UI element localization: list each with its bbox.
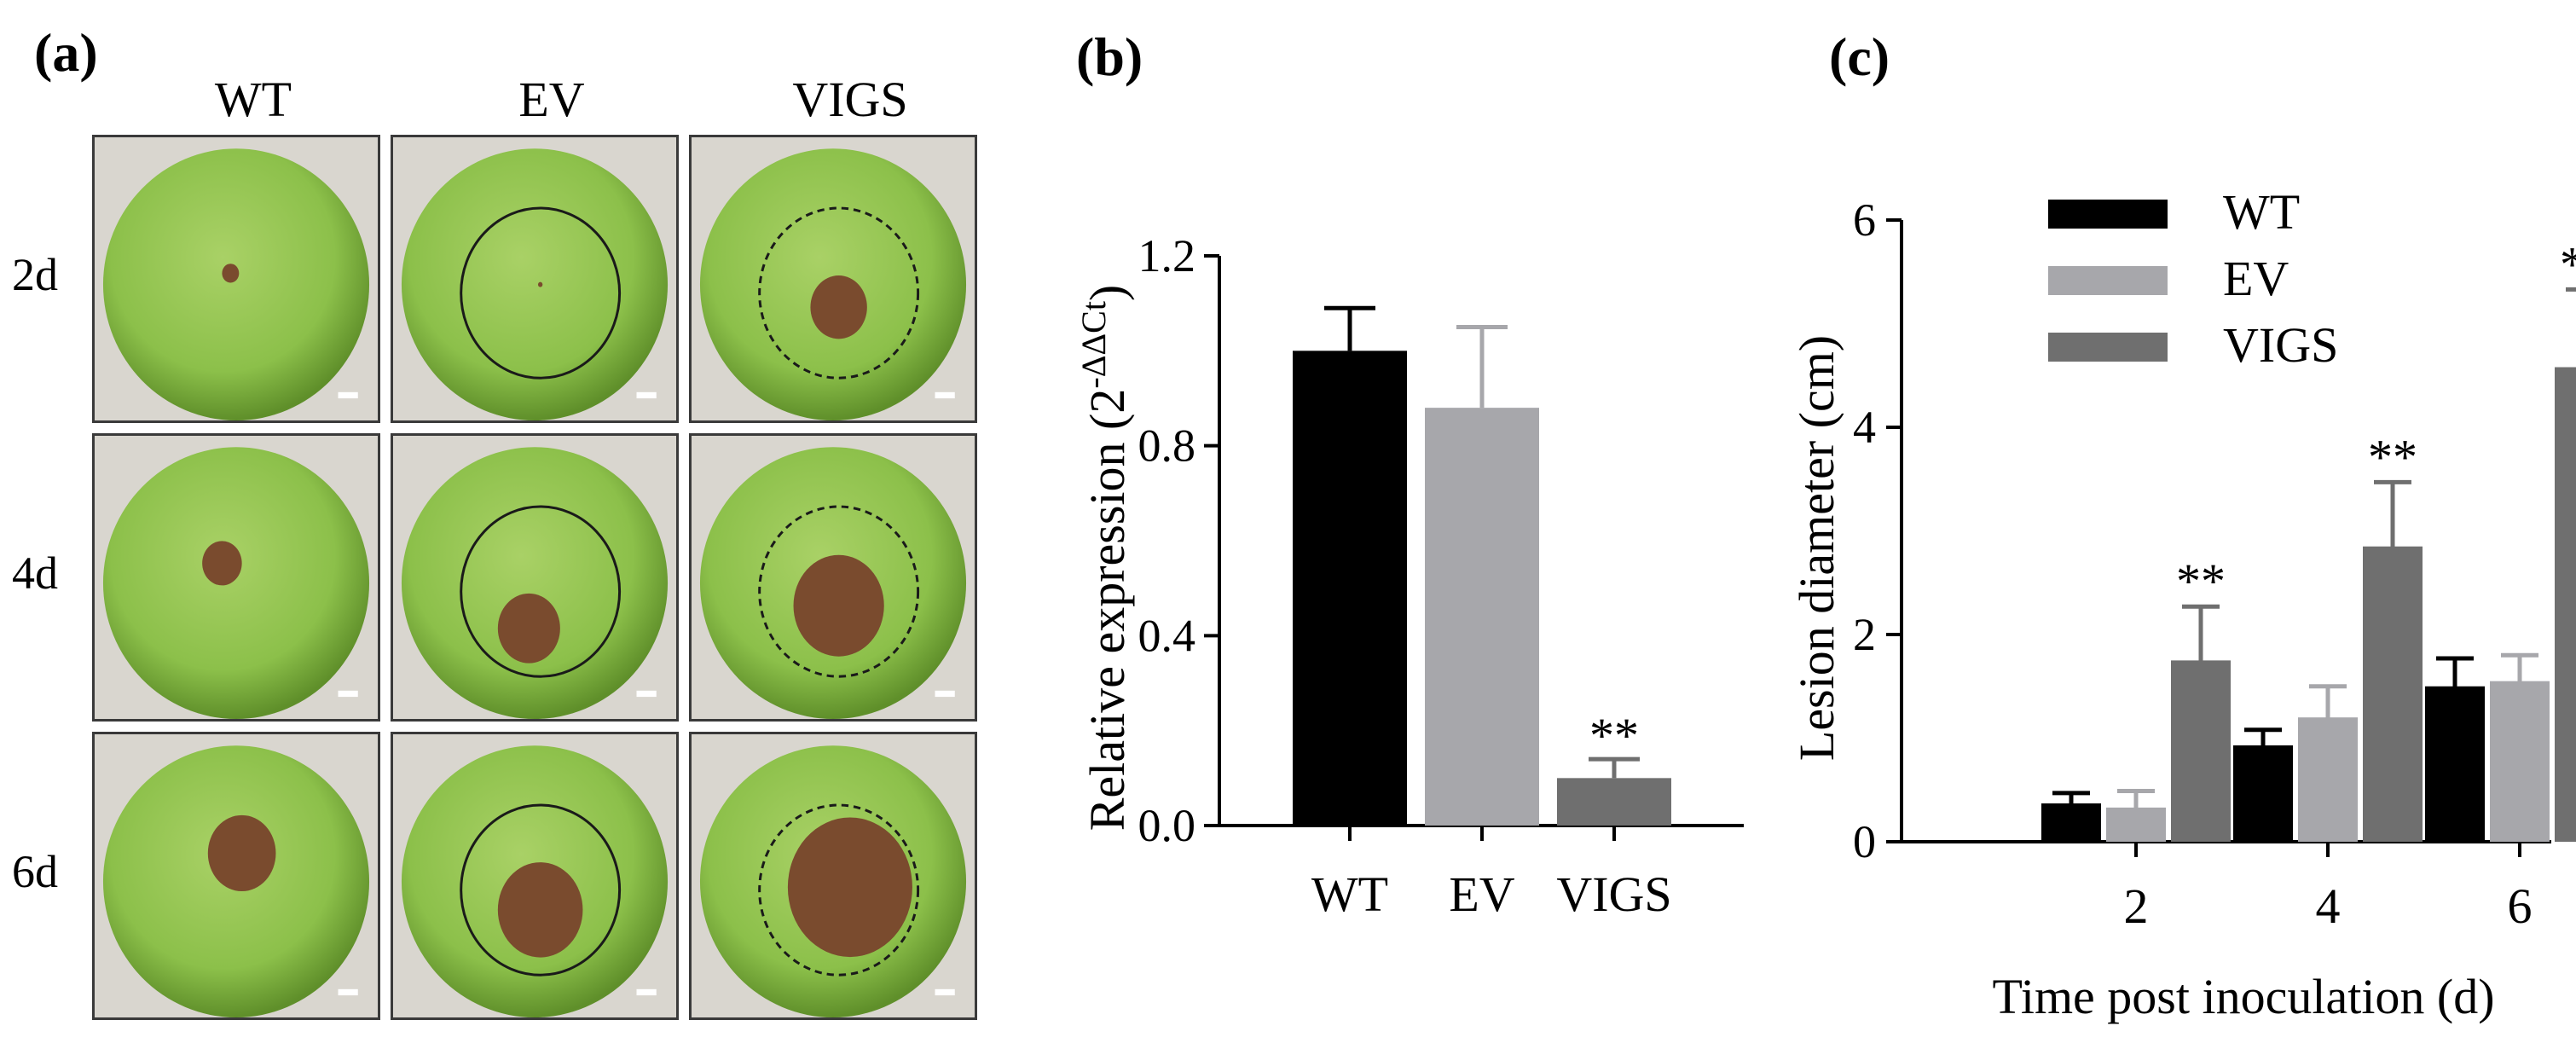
apple-photo-vigs-4d [689,433,977,722]
apple-photo-wt-2d [92,135,380,423]
c-bar-wt-6 [2425,686,2485,842]
scale-bar [338,391,358,399]
scale-bar [338,988,358,996]
apple-fruit [401,148,669,420]
c-significance-mark: ** [2176,553,2226,609]
b-y-tick-label: 0.8 [1138,420,1196,472]
b-bar-ev [1425,408,1539,826]
b-ylabel-superscript: -ΔΔCt [1074,301,1113,389]
solid-ring-marker [460,803,622,977]
c-legend-label-vigs: VIGS [2223,317,2338,373]
apple-photo-vigs-2d [689,135,977,423]
c-x-axis-label: Time post inoculation (d) [1992,969,2494,1024]
c-x-tick-label: 4 [2316,878,2341,934]
panel-b-letter: (b) [1076,26,1143,87]
solid-ring-marker [460,505,622,678]
c-x-tick-label: 6 [2508,878,2533,934]
dashed-ring-marker [758,803,920,977]
dashed-ring-marker [758,206,920,380]
c-bar-ev-4 [2298,717,2358,842]
lesion-spot [202,541,242,586]
c-legend-swatch-vigs [2048,333,2168,362]
c-significance-mark: ** [2560,236,2576,292]
b-bar-vigs [1557,778,1671,826]
col-label-vigs: VIGS [792,72,908,127]
c-x-tick-label: 2 [2124,878,2149,934]
b-ylabel-main: Relative expression (2 [1080,389,1135,832]
c-y-tick-label: 2 [1853,609,1876,660]
scale-bar [935,690,955,698]
c-y-tick-label: 6 [1853,194,1876,246]
lesion-spot [207,814,276,892]
solid-ring-marker [460,206,622,380]
c-legend-label-ev: EV [2223,251,2289,306]
panel-c-letter: (c) [1829,26,1890,87]
b-y-tick-label: 0.4 [1138,610,1196,661]
b-y-axis-label: Relative expression (2-ΔΔCt) [1074,285,1135,832]
apple-photo-wt-6d [92,732,380,1020]
c-legend-swatch-ev [2048,266,2168,295]
c-bar-wt-2 [2041,803,2101,842]
dashed-ring-marker [758,505,920,678]
col-label-wt: WT [214,72,292,127]
b-x-tick-label: VIGS [1556,866,1671,922]
panel-a-letter: (a) [34,22,98,83]
lesion-spot [222,264,240,283]
c-legend-swatch-wt [2048,200,2168,229]
scale-bar [636,988,657,996]
b-y-tick-label: 0.0 [1138,800,1196,851]
lesion-spot [497,862,583,958]
scale-bar [338,690,358,698]
scale-bar [935,988,955,996]
scale-bar [636,391,657,399]
apple-fruit [102,447,370,719]
apple-fruit [102,148,370,420]
b-ylabel-close: ) [1080,285,1135,301]
c-bar-ev-2 [2106,807,2166,842]
lesion-spot [787,817,912,958]
apple-photo-ev-2d [391,135,679,423]
lesion-spot [793,554,884,657]
c-bar-vigs-2 [2171,660,2231,842]
c-y-tick-label: 0 [1853,816,1876,867]
c-bar-vigs-6 [2555,367,2576,842]
apple-fruit [401,447,669,719]
b-x-tick-label: WT [1311,866,1388,922]
b-bar-wt [1293,351,1407,826]
lesion-spot [497,593,560,664]
c-significance-mark: ** [2368,429,2417,484]
row-label-2d: 2d [12,249,58,300]
b-x-tick-label: EV [1449,866,1514,922]
b-significance-mark: ** [1589,708,1639,763]
scale-bar [935,391,955,399]
apple-photo-ev-6d [391,732,679,1020]
c-legend-label-wt: WT [2223,184,2300,240]
c-y-tick-label: 4 [1853,402,1876,453]
c-bar-wt-4 [2233,745,2293,842]
b-y-tick-label: 1.2 [1138,230,1196,281]
c-bar-ev-6 [2490,681,2550,842]
row-label-4d: 4d [12,548,58,599]
apple-photo-vigs-6d [689,732,977,1020]
row-label-6d: 6d [12,846,58,897]
apple-photo-wt-4d [92,433,380,722]
c-y-axis-label: Lesion diameter (cm) [1789,335,1844,761]
apple-photo-ev-4d [391,433,679,722]
col-label-ev: EV [518,72,585,127]
scale-bar [636,690,657,698]
c-bar-vigs-4 [2363,546,2423,842]
lesion-spot [537,281,543,287]
lesion-spot [810,275,867,339]
